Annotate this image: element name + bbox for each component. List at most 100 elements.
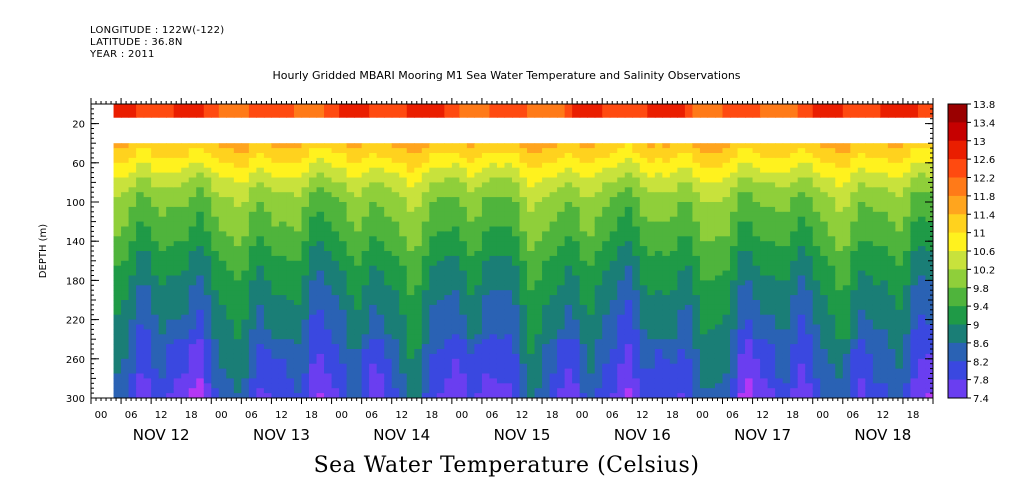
heat-cell <box>241 300 250 306</box>
heat-cell <box>572 358 581 365</box>
heat-cell <box>226 236 235 242</box>
heat-cell <box>121 314 130 321</box>
heat-cell <box>384 187 393 193</box>
heat-cell <box>233 285 242 291</box>
heat-cell <box>316 226 325 232</box>
heat-cell <box>587 295 596 301</box>
heat-cell <box>496 251 506 257</box>
heat-cell <box>151 344 160 350</box>
heat-cell <box>549 246 558 252</box>
heat-cell <box>775 236 784 242</box>
heat-cell <box>707 344 716 350</box>
heat-cell <box>782 177 791 183</box>
heat-cell <box>624 251 633 257</box>
heat-cell <box>767 275 776 281</box>
heat-cell <box>226 241 235 247</box>
heat-cell <box>263 206 273 213</box>
heat-cell <box>737 216 746 223</box>
heat-cell <box>639 378 648 384</box>
heat-cell <box>745 251 754 257</box>
heat-cell <box>414 368 423 375</box>
heat-cell <box>752 182 761 188</box>
heat-cell <box>286 270 295 277</box>
heat-cell <box>376 290 385 296</box>
heat-cell <box>173 246 182 252</box>
heat-cell <box>218 197 227 203</box>
heat-cell <box>421 206 430 213</box>
heat-cell <box>669 202 678 208</box>
heat-cell <box>669 300 678 306</box>
heat-cell <box>173 319 182 326</box>
heat-cell <box>188 153 197 159</box>
heat-cell <box>196 206 205 213</box>
heat-cell <box>324 324 333 330</box>
heat-cell <box>444 172 453 179</box>
heat-cell <box>436 378 445 384</box>
heat-cell <box>459 368 468 375</box>
heat-cell <box>136 373 145 379</box>
heat-cell <box>474 157 483 164</box>
heat-cell <box>301 285 310 291</box>
heat-cell <box>677 197 686 203</box>
heat-cell <box>226 358 235 365</box>
heat-cell <box>632 363 641 370</box>
heat-cell <box>301 177 310 183</box>
heat-cell <box>572 300 581 306</box>
heat-cell <box>113 280 122 286</box>
heat-cell <box>730 177 739 183</box>
heat-cell <box>286 236 295 242</box>
heat-cell <box>481 373 491 379</box>
heat-cell <box>639 143 648 149</box>
heat-cell <box>714 104 724 118</box>
heat-cell <box>369 339 378 345</box>
heat-cell <box>737 319 746 326</box>
heat-cell <box>263 221 273 228</box>
heat-cell <box>737 363 746 370</box>
heat-cell <box>654 157 663 164</box>
heat-cell <box>331 363 340 370</box>
heat-cell <box>714 216 724 223</box>
heat-cell <box>384 148 393 154</box>
heat-cell <box>782 368 791 375</box>
heat-cell <box>745 304 754 311</box>
heat-cell <box>233 295 242 301</box>
heat-cell <box>489 260 498 267</box>
heat-cell <box>354 197 363 203</box>
heat-cell <box>684 255 694 262</box>
heat-cell <box>775 275 784 281</box>
heat-cell <box>737 177 746 183</box>
heat-cell <box>557 363 566 370</box>
heat-cell <box>639 202 648 208</box>
heat-cell <box>557 157 566 164</box>
heat-cell <box>136 339 145 345</box>
heat-cell <box>782 157 791 164</box>
heat-cell <box>579 349 588 355</box>
heat-cell <box>782 143 791 149</box>
heat-cell <box>218 270 227 277</box>
heat-cell <box>602 172 611 179</box>
heat-cell <box>504 368 513 375</box>
heat-cell <box>812 285 821 291</box>
heat-cell <box>692 255 701 262</box>
heat-cell <box>316 182 325 188</box>
heat-cell <box>797 260 806 267</box>
heat-cell <box>557 270 566 277</box>
heat-cell <box>324 314 333 321</box>
heat-cell <box>474 309 483 316</box>
heat-cell <box>489 236 498 242</box>
heat-cell <box>451 148 460 154</box>
heat-cell <box>444 324 453 330</box>
heat-cell <box>647 349 656 355</box>
heat-cell <box>767 182 776 188</box>
heat-cell <box>354 157 363 164</box>
heat-cell <box>451 197 460 203</box>
heat-cell <box>707 216 716 223</box>
heat-cell <box>707 290 716 296</box>
heat-cell <box>489 368 498 375</box>
heat-cell <box>218 211 227 218</box>
heat-cell <box>639 300 648 306</box>
heat-cell <box>226 206 235 213</box>
heat-cell <box>278 162 288 169</box>
heat-cell <box>549 260 558 267</box>
heat-cell <box>293 265 303 272</box>
